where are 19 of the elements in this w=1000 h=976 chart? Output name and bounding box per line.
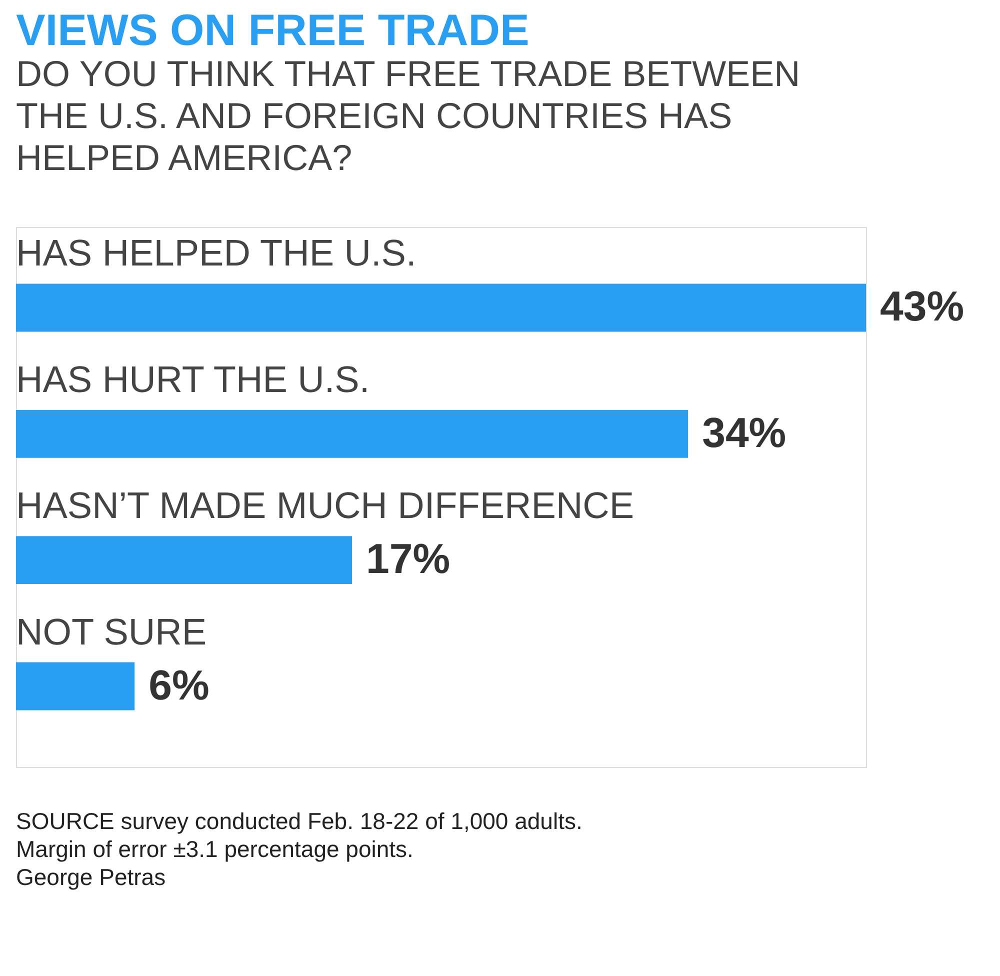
bar	[16, 536, 352, 584]
y-tick-label: HASN’T MADE MUCH DIFFERENCE	[16, 485, 634, 526]
y-tick-label: HAS HELPED THE U.S.	[16, 232, 416, 274]
y-tick-label: NOT SURE	[16, 611, 207, 652]
text: HELPED AMERICA?	[16, 137, 352, 178]
data-label: 34%	[702, 408, 786, 456]
y-tick-label: HAS HURT THE U.S.	[16, 358, 370, 400]
data-label: 17%	[366, 535, 450, 582]
text: THE U.S. AND FOREIGN COUNTRIES HAS	[16, 95, 732, 136]
bar	[16, 662, 135, 710]
text: DO YOU THINK THAT FREE TRADE BETWEEN	[16, 53, 800, 94]
bar	[16, 410, 688, 458]
data-label: 43%	[880, 282, 964, 330]
text: George Petras	[16, 864, 166, 890]
data-label: 6%	[148, 661, 210, 708]
source-note: SOURCE survey conducted Feb. 18-22 of 1,000 adults.	[16, 808, 582, 834]
bar	[16, 284, 866, 332]
text: Margin of error ±3.1 percentage points.	[16, 836, 414, 862]
chart-title: VIEWS ON FREE TRADE	[16, 6, 530, 55]
